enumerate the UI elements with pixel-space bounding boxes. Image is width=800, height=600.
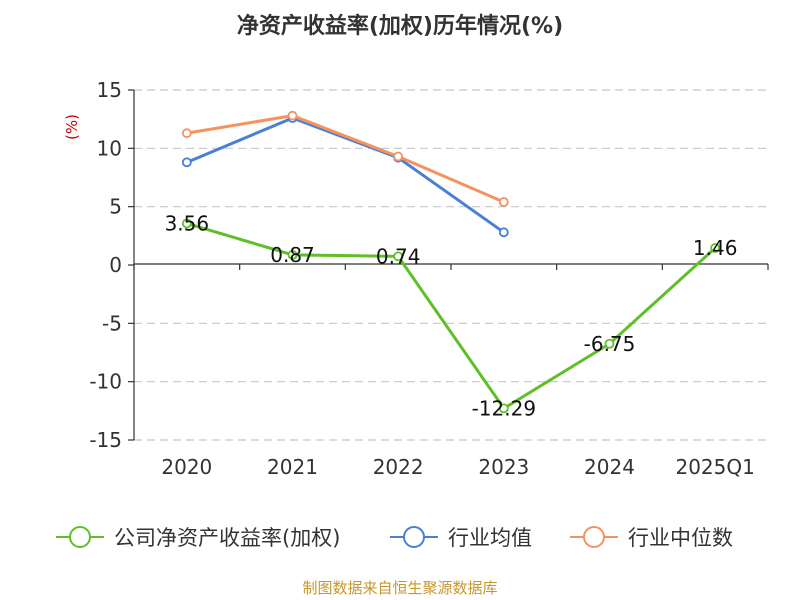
x-tick-label: 2020 — [161, 455, 212, 479]
data-point — [393, 151, 404, 162]
y-tick-label: 10 — [97, 136, 122, 160]
data-label: 1.46 — [693, 236, 738, 260]
y-tick-label: 5 — [109, 195, 122, 219]
series-0 — [181, 218, 721, 414]
data-point — [181, 218, 192, 229]
data-point — [287, 110, 298, 121]
data-point — [181, 128, 192, 139]
series-line — [186, 222, 717, 410]
series-line — [186, 116, 505, 234]
series-2 — [181, 110, 509, 207]
legend-label: 行业中位数 — [628, 526, 733, 550]
legend-item-2: 行业中位数 — [570, 526, 733, 550]
y-tick-label: -5 — [102, 311, 122, 335]
series-line — [186, 114, 505, 204]
data-point — [498, 227, 509, 238]
data-label: 3.56 — [165, 211, 210, 235]
legend-marker — [403, 526, 425, 548]
x-tick-label: 2024 — [584, 455, 635, 479]
y-tick-label: -10 — [89, 370, 122, 394]
data-point — [498, 403, 509, 414]
y-tick-label: 15 — [97, 78, 122, 102]
legend-item-1: 行业均值 — [390, 526, 532, 550]
y-tick-labels: 15 10 5 0 -5 -10 -15 — [89, 78, 122, 452]
x-tick-label: 2021 — [267, 455, 318, 479]
y-tick-label: 0 — [109, 253, 122, 277]
data-point — [287, 249, 298, 260]
series-1 — [181, 113, 509, 238]
legend: 公司净资产收益率(加权) 行业均值 行业中位数 — [56, 526, 733, 550]
data-label: -6.75 — [584, 332, 636, 356]
legend-label: 行业均值 — [448, 526, 532, 550]
y-axis-label: (%) — [63, 114, 81, 140]
data-point — [498, 197, 509, 207]
data-point — [181, 157, 192, 168]
legend-item-0: 公司净资产收益率(加权) — [56, 526, 340, 550]
legend-marker — [583, 526, 605, 548]
chart-title: 净资产收益率(加权)历年情况(%) — [237, 13, 563, 39]
legend-label: 公司净资产收益率(加权) — [114, 526, 340, 550]
source-note: 制图数据来自恒生聚源数据库 — [302, 579, 497, 597]
data-point — [393, 251, 404, 262]
data-labels: 3.56 0.87 0.74 -12.29 -6.75 1.46 — [165, 211, 738, 420]
x-tick-label: 2023 — [478, 455, 529, 479]
x-tick-label: 2022 — [373, 455, 424, 479]
x-tick-labels: 2020 2021 2022 2023 2024 2025Q1 — [161, 455, 754, 479]
axes — [128, 89, 769, 441]
data-point — [710, 243, 721, 253]
gridlines — [134, 89, 768, 441]
data-point — [604, 338, 615, 349]
y-tick-label: -15 — [89, 428, 122, 452]
data-label: 0.87 — [270, 243, 315, 267]
data-label: 0.74 — [376, 244, 421, 268]
series-group — [181, 110, 721, 414]
legend-marker — [69, 526, 91, 548]
data-label: -12.29 — [472, 396, 536, 420]
x-tick-label: 2025Q1 — [675, 455, 754, 479]
